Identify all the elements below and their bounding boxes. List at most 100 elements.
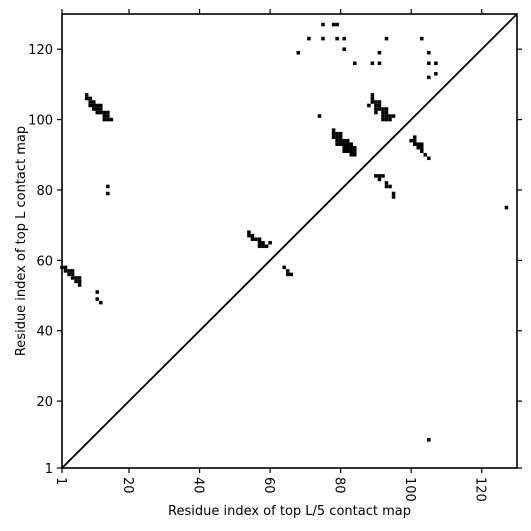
contact-point	[317, 114, 322, 118]
contact-point	[95, 103, 100, 108]
contact-point	[88, 103, 92, 108]
contact-point	[261, 241, 265, 245]
x-axis-ticks: 1 20 40 60 80 100 120	[53, 9, 488, 502]
contact-point	[384, 114, 389, 118]
contact-point	[409, 138, 413, 143]
contact-point	[70, 276, 75, 280]
contact-point	[321, 36, 325, 41]
contact-point	[254, 237, 258, 242]
contact-point	[377, 174, 382, 178]
y-tick-label: 60	[36, 254, 53, 269]
contact-point	[391, 195, 396, 199]
contact-point	[91, 107, 96, 111]
contact-point	[342, 138, 346, 143]
contact-point	[342, 142, 346, 146]
contact-point	[427, 50, 431, 55]
contact-point	[420, 149, 424, 154]
contact-point	[370, 96, 375, 101]
contact-point	[74, 276, 78, 280]
contact-point	[91, 103, 96, 108]
contact-point	[423, 153, 428, 157]
contact-point	[374, 100, 378, 104]
contact-point	[257, 244, 262, 249]
contact-point	[416, 142, 421, 146]
contact-point	[95, 290, 100, 294]
contact-point	[416, 145, 421, 150]
contact-point	[412, 135, 417, 139]
contact-point	[345, 138, 350, 143]
contact-point	[285, 272, 290, 277]
contact-point	[307, 36, 311, 41]
contact-point	[352, 61, 357, 66]
contact-point	[381, 107, 385, 111]
contact-point	[342, 145, 346, 150]
contact-point	[268, 241, 272, 245]
contact-point	[99, 300, 103, 305]
contact-point	[331, 135, 336, 139]
x-tick-label: 80	[332, 477, 347, 494]
contact-point	[250, 237, 255, 242]
contact-point	[381, 114, 385, 118]
contact-point	[106, 114, 110, 118]
contact-point	[335, 22, 339, 27]
contact-point	[282, 265, 286, 270]
contact-point	[374, 107, 378, 111]
contact-point	[345, 149, 350, 154]
contact-point	[331, 22, 336, 27]
contact-point	[91, 100, 96, 104]
contact-point	[391, 114, 396, 118]
contact-point	[338, 142, 343, 146]
y-tick-label: 1	[45, 462, 53, 477]
contact-point	[381, 110, 385, 115]
contact-point	[67, 272, 71, 277]
contact-point	[102, 110, 107, 115]
y-axis-label: Residue index of top L contact map	[14, 126, 29, 356]
contact-point	[335, 131, 339, 136]
contact-point	[106, 191, 110, 196]
contact-point	[285, 269, 290, 273]
contact-point	[77, 283, 82, 287]
x-tick-label: 100	[402, 477, 417, 502]
contact-point	[352, 149, 357, 154]
contact-point	[377, 177, 382, 182]
contact-point	[99, 107, 103, 111]
contact-point	[102, 117, 107, 122]
contact-point	[384, 110, 389, 115]
contact-point	[384, 36, 389, 41]
contact-point	[434, 72, 438, 76]
contact-point	[349, 149, 353, 154]
contact-point	[321, 22, 325, 27]
contact-point	[95, 297, 100, 301]
contact-point	[381, 117, 385, 122]
contact-point	[412, 138, 417, 143]
contact-point	[374, 103, 378, 108]
y-tick-label: 120	[28, 43, 53, 58]
contact-point	[247, 233, 251, 238]
contact-point	[70, 272, 75, 277]
contact-point	[99, 110, 103, 115]
y-tick-label: 20	[36, 395, 53, 410]
contact-point	[84, 96, 89, 101]
contact-point	[70, 269, 75, 273]
contact-point	[63, 269, 68, 273]
contact-point	[377, 100, 382, 104]
contact-point	[257, 237, 262, 242]
contact-point	[384, 184, 389, 189]
plot-frame	[61, 13, 518, 469]
diagonal-line	[61, 13, 518, 469]
contact-point	[335, 36, 339, 41]
contact-point	[374, 110, 378, 115]
contact-point	[412, 142, 417, 146]
contact-point	[427, 438, 431, 442]
contact-point	[349, 145, 353, 150]
contact-point	[261, 244, 265, 249]
contact-point	[95, 110, 100, 115]
contact-point	[391, 191, 396, 196]
contact-point	[370, 93, 375, 97]
contact-point	[377, 50, 382, 55]
contact-point	[434, 61, 438, 66]
contact-point	[84, 93, 89, 97]
contact-point	[420, 142, 424, 146]
contact-point	[388, 184, 392, 189]
contact-point	[388, 114, 392, 118]
